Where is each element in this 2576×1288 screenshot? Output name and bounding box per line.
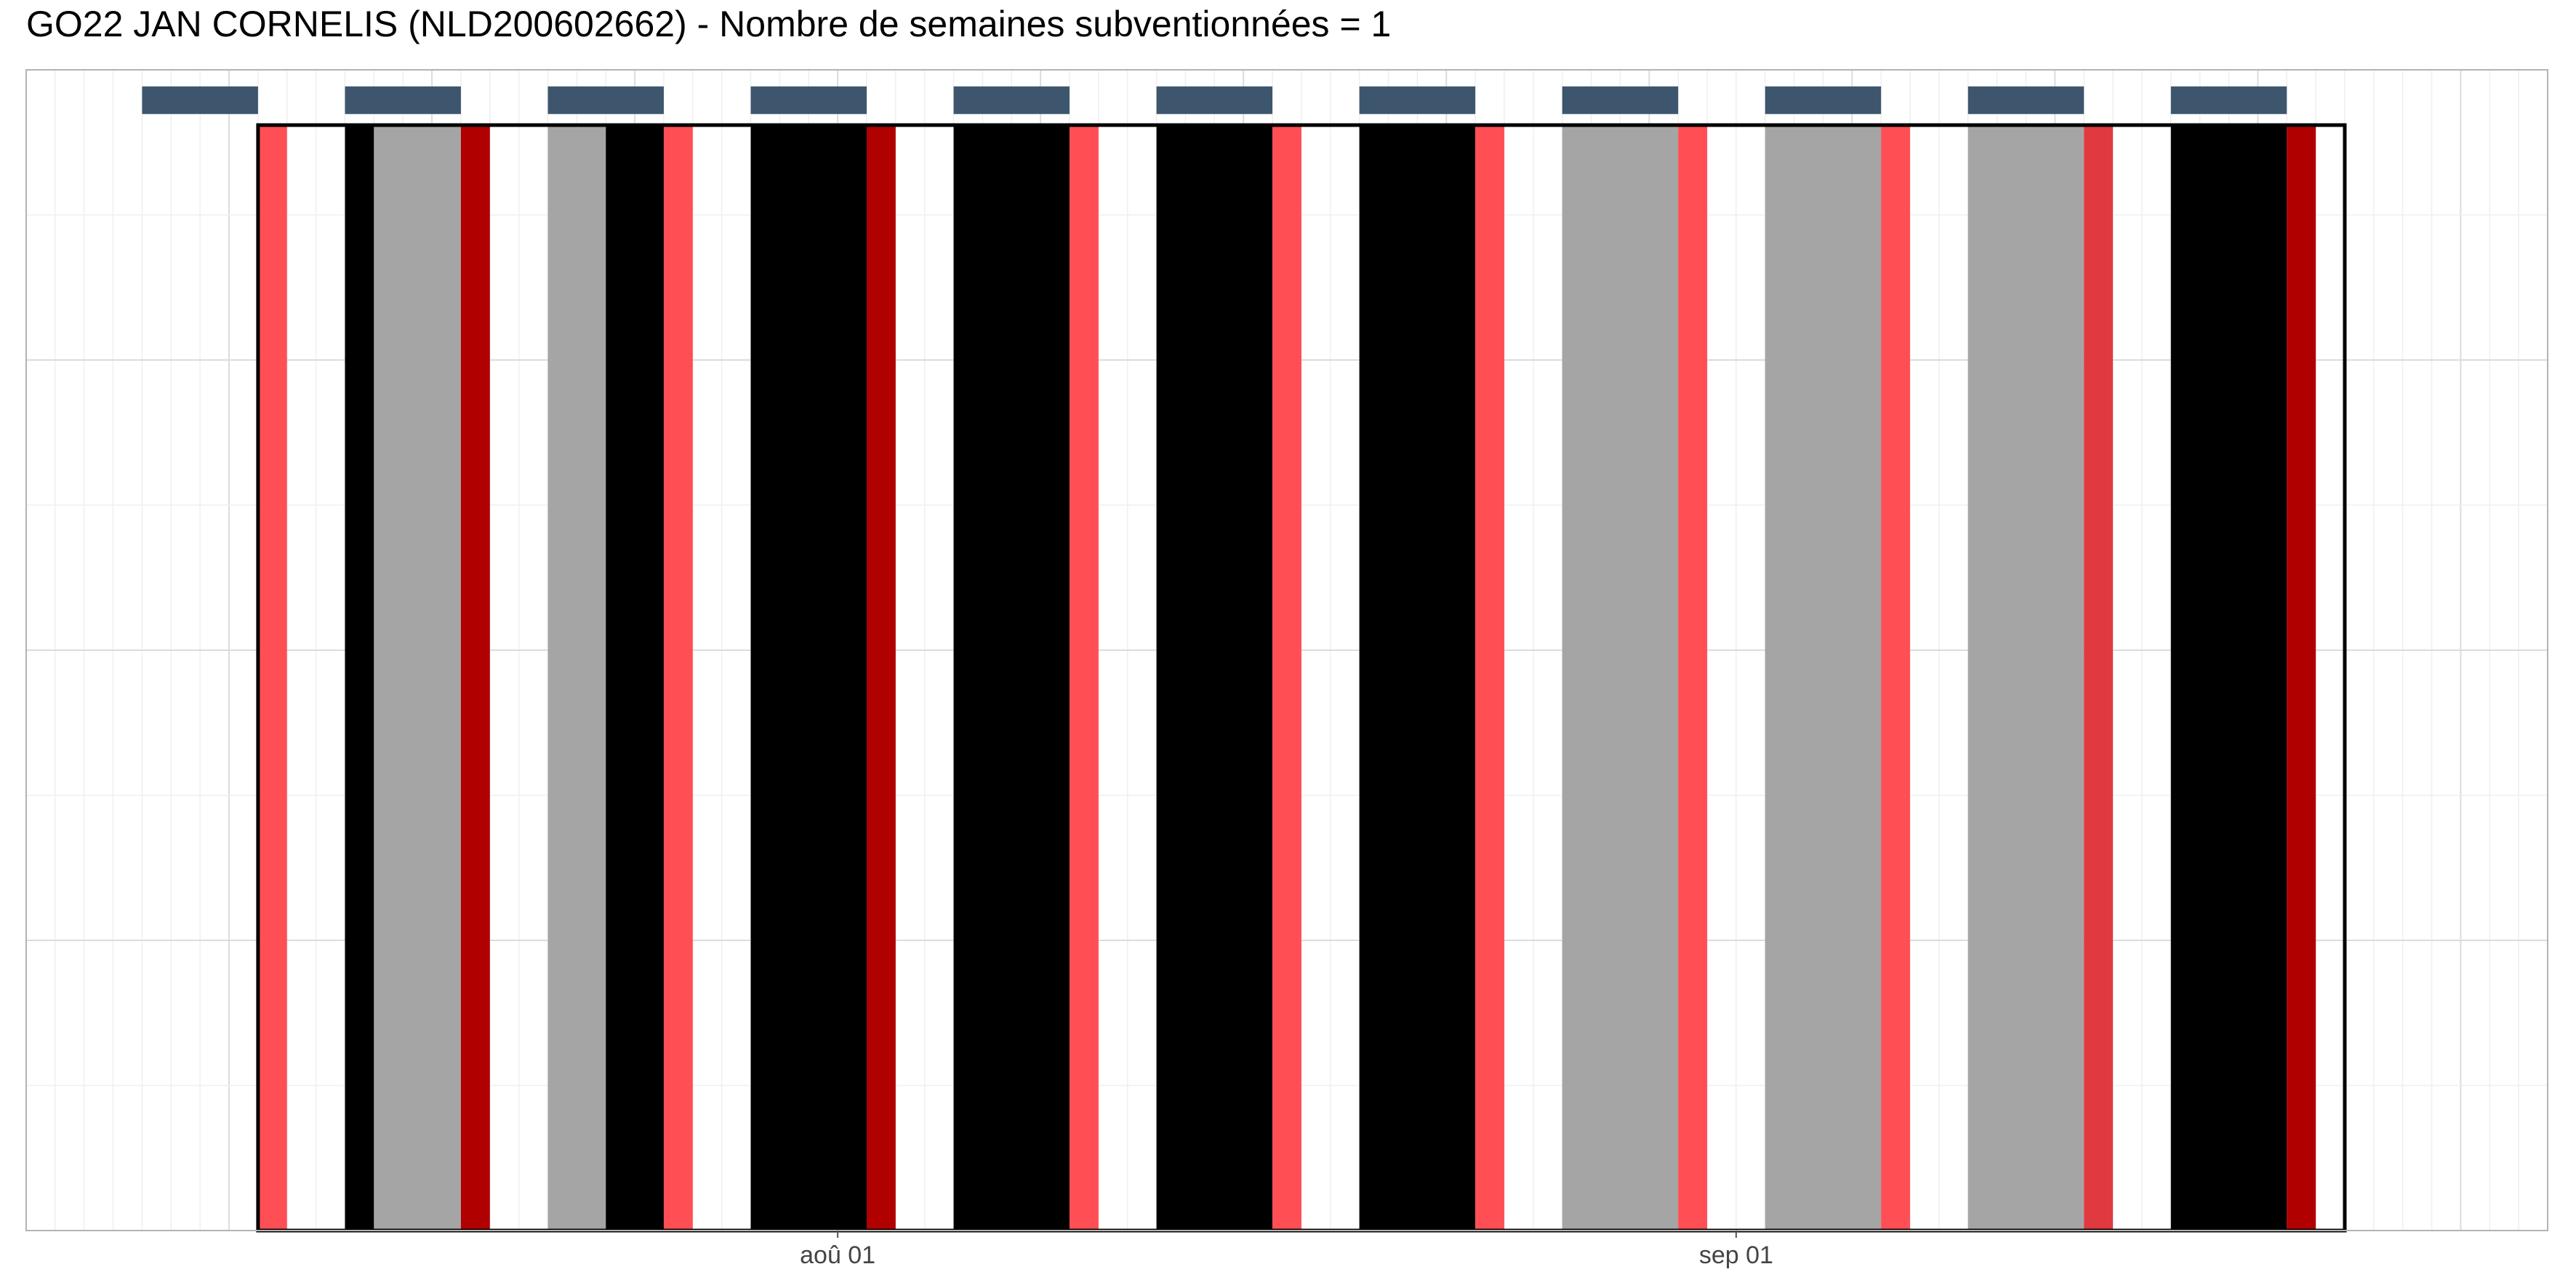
active-bar <box>750 125 867 1231</box>
port-day-bar <box>1070 125 1099 1231</box>
x-tick-label: sep 01 <box>1699 1241 1773 1269</box>
week-marker <box>1562 86 1679 114</box>
active-bar <box>953 125 1070 1231</box>
port-day-bar <box>2084 125 2114 1231</box>
inactive-bar <box>547 125 606 1231</box>
active-bar <box>345 125 374 1231</box>
inactive-bar <box>374 125 461 1231</box>
week-marker <box>547 86 664 114</box>
port-day-bar <box>460 125 490 1231</box>
port-day-bar <box>867 125 896 1231</box>
inactive-bar <box>1967 125 2085 1231</box>
chart-title: GO22 JAN CORNELIS (NLD200602662) - Nombr… <box>26 4 1392 44</box>
week-marker <box>1156 86 1273 114</box>
week-marker <box>142 86 258 114</box>
port-day-bar <box>1881 125 1911 1231</box>
port-day-bar <box>257 125 287 1231</box>
inactive-bar <box>1765 125 1882 1231</box>
activity-bars <box>257 125 2316 1231</box>
active-bar <box>1156 125 1273 1231</box>
active-bar <box>1359 125 1476 1231</box>
active-bar <box>606 125 664 1231</box>
x-axis-ticks: aoû 01 sep 01 <box>800 1231 1773 1269</box>
panel-border <box>25 69 2548 1231</box>
inactive-bar <box>1562 125 1679 1231</box>
port-day-bar <box>1475 125 1504 1231</box>
week-marker <box>750 86 867 114</box>
week-markers <box>142 86 2287 114</box>
port-day-bar <box>1678 125 1707 1231</box>
week-marker <box>1765 86 1882 114</box>
x-tick-label: aoû 01 <box>800 1241 875 1269</box>
week-marker <box>345 86 461 114</box>
active-bar <box>2170 125 2287 1231</box>
port-day-bar <box>1272 125 1301 1231</box>
week-marker <box>2170 86 2287 114</box>
port-day-bar <box>663 125 693 1231</box>
week-marker <box>1967 86 2085 114</box>
week-marker <box>1359 86 1476 114</box>
port-day-bar <box>2287 125 2316 1231</box>
week-marker <box>953 86 1070 114</box>
